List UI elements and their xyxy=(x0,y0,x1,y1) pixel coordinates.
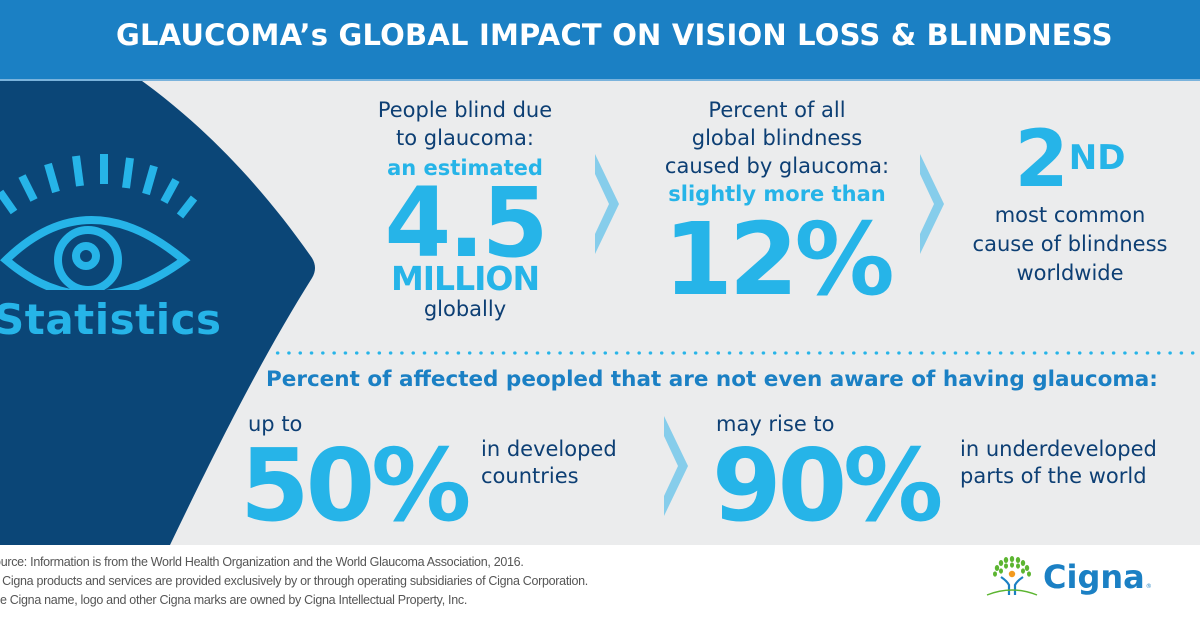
stat-label-line2: to glaucoma: xyxy=(396,126,534,150)
tree-of-life-icon xyxy=(986,556,1038,596)
awareness-prefix: may rise to xyxy=(716,412,835,436)
awareness-desc-line2: countries xyxy=(481,464,579,488)
chevron-right-icon xyxy=(595,154,619,254)
page-title: GLAUCOMA’s GLOBAL IMPACT ON VISION LOSS … xyxy=(116,18,1113,52)
stat-label-line2: cause of blindness xyxy=(972,232,1168,256)
stat-label-line1: Percent of all xyxy=(708,98,846,122)
stat-label-line1: People blind due xyxy=(377,98,553,122)
stat-rank: 2ND most common cause of blindness world… xyxy=(950,120,1190,287)
stat-qualifier: slightly more than xyxy=(668,182,886,206)
chevron-right-icon xyxy=(920,154,944,254)
eye-icon xyxy=(0,154,198,290)
chevron-right-icon xyxy=(664,416,688,516)
stat-blind-people: People blind due to glaucoma: an estimat… xyxy=(345,96,585,322)
statistics-label: Statistics xyxy=(0,295,222,344)
logo-wordmark: Cigna xyxy=(1043,558,1145,596)
stat-value: 4.5 xyxy=(384,167,548,279)
stat-label-line2: global blindness xyxy=(691,126,863,150)
stat-qualifier: an estimated xyxy=(387,156,543,180)
footer-disclaimer: All Cigna products and services are prov… xyxy=(0,574,588,588)
stat-label-line3: worldwide xyxy=(1016,261,1124,285)
awareness-value: 50% xyxy=(240,427,471,544)
source-footer: Source: Information is from the World He… xyxy=(0,553,588,610)
rank-suffix: ND xyxy=(1068,138,1126,178)
stat-suffix: globally xyxy=(423,297,507,321)
awareness-desc-line1: in developed xyxy=(481,437,617,461)
stat-value: 12% xyxy=(663,201,894,318)
awareness-value: 90% xyxy=(712,427,943,544)
stat-unit: MILLION xyxy=(390,259,540,298)
footer-source: Source: Information is from the World He… xyxy=(0,555,524,569)
stat-global-blindness-percent: Percent of all global blindness caused b… xyxy=(632,96,922,310)
awareness-prefix: up to xyxy=(248,412,303,436)
stat-label-line1: most common xyxy=(994,203,1146,227)
rank-number: 2 xyxy=(1014,115,1069,205)
awareness-heading: Percent of affected peopled that are not… xyxy=(266,367,1158,392)
awareness-desc-line1: in underdeveloped xyxy=(960,437,1157,461)
title-banner: GLAUCOMA’s GLOBAL IMPACT ON VISION LOSS … xyxy=(0,0,1200,81)
stat-value: 2ND xyxy=(950,120,1190,200)
stat-label-line3: caused by glaucoma: xyxy=(664,154,890,178)
footer-trademark: The Cigna name, logo and other Cigna mar… xyxy=(0,593,467,607)
cigna-logo: Cigna ® xyxy=(985,555,1152,599)
awareness-desc-line2: parts of the world xyxy=(960,464,1147,488)
registered-mark: ® xyxy=(1145,582,1152,590)
dotted-divider xyxy=(272,351,1200,355)
